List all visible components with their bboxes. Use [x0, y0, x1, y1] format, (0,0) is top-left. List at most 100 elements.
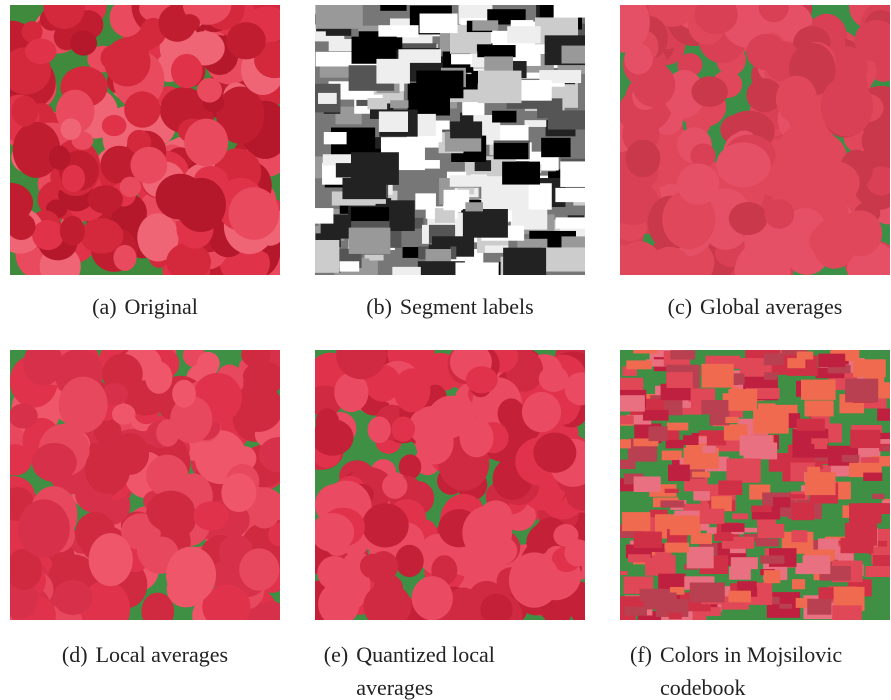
image-patch: [62, 165, 85, 192]
image-patch: [176, 178, 226, 232]
image-patch: [239, 548, 279, 590]
image-patch: [773, 497, 790, 507]
image-patch: [668, 465, 690, 481]
image-patch: [764, 570, 781, 583]
image-patch: [687, 547, 714, 569]
image-patch: [716, 142, 770, 187]
image-patch: [88, 185, 123, 213]
image-patch: [751, 506, 771, 513]
image-patch: [683, 435, 699, 445]
caption-label: (f): [630, 638, 652, 700]
image-patch: [624, 607, 647, 616]
image-patch: [451, 54, 472, 64]
image-patch: [634, 532, 662, 548]
image-patch: [130, 147, 167, 184]
image-patch: [666, 372, 692, 388]
image-patch: [450, 121, 482, 138]
image-patch: [539, 366, 569, 392]
image-patch: [340, 261, 360, 271]
image-patch: [509, 552, 560, 607]
image-patch: [700, 509, 725, 524]
image-patch: [667, 423, 688, 431]
subfigure-caption: (c)Global averages: [610, 290, 891, 323]
image-patch: [861, 457, 880, 463]
image-patch: [790, 494, 805, 499]
image-patch: [555, 188, 585, 202]
image-patch: [753, 409, 789, 434]
subfigure-caption: (d)Local averages: [0, 638, 290, 671]
image-patch: [120, 177, 141, 197]
image-patch: [100, 45, 130, 72]
image-patch: [644, 593, 676, 610]
image-patch: [392, 267, 421, 275]
image-patch: [455, 262, 498, 275]
image-patch: [842, 455, 860, 462]
image-patch: [184, 119, 228, 167]
image-patch: [721, 523, 744, 532]
image-patch: [548, 110, 585, 129]
image-patch: [740, 435, 773, 455]
image-patch: [316, 52, 355, 67]
image-patch: [791, 530, 807, 542]
image-patch: [801, 380, 836, 400]
image-patch: [832, 605, 862, 620]
caption-text: Local averages: [96, 638, 229, 671]
image-patch: [10, 404, 38, 429]
image-patch: [378, 25, 418, 37]
image-patch: [533, 433, 576, 473]
image-patch: [484, 56, 513, 72]
image-patch: [110, 433, 149, 475]
image-patch: [725, 417, 738, 423]
image-patch: [805, 472, 836, 495]
image-patch: [665, 489, 679, 493]
image-patch: [669, 613, 682, 620]
image-patch: [146, 455, 188, 497]
subfigure-image: [315, 350, 585, 620]
image-patch: [666, 440, 684, 448]
image-patch: [853, 359, 886, 377]
image-patch: [818, 354, 845, 367]
image-patch: [807, 161, 860, 204]
image-patch: [342, 178, 386, 199]
image-patch: [555, 217, 585, 228]
image-patch: [368, 551, 398, 581]
image-patch: [250, 499, 279, 529]
image-patch: [662, 451, 682, 461]
image-patch: [478, 71, 522, 104]
image-patch: [477, 45, 515, 57]
image-patch: [80, 218, 123, 253]
image-patch: [197, 352, 220, 375]
image-patch: [665, 543, 689, 553]
image-patch: [845, 523, 877, 546]
caption-text: Quantized local averages: [356, 638, 576, 700]
image-patch: [462, 101, 484, 115]
image-patch: [670, 516, 701, 536]
image-patch: [562, 46, 585, 64]
image-patch: [156, 506, 195, 538]
image-patch: [18, 499, 70, 557]
subfigure-image: [315, 5, 585, 275]
image-patch: [807, 599, 831, 615]
image-patch: [883, 446, 890, 451]
image-patch: [60, 216, 85, 246]
image-patch: [423, 160, 440, 169]
image-patch: [450, 175, 486, 186]
image-patch: [368, 416, 391, 443]
image-patch: [634, 477, 661, 493]
image-patch: [677, 163, 719, 204]
image-patch: [416, 71, 463, 99]
image-patch: [448, 587, 479, 618]
subfigure-caption: (b)Segment labels: [305, 290, 595, 323]
image-patch: [32, 220, 64, 250]
image-patch: [626, 360, 652, 369]
image-patch: [412, 576, 453, 620]
image-patch: [124, 91, 160, 127]
image-patch: [416, 421, 454, 464]
image-patch: [693, 491, 710, 501]
image-patch: [728, 389, 757, 411]
image-patch: [89, 533, 133, 586]
image-patch: [758, 524, 785, 538]
image-patch: [221, 473, 256, 512]
image-patch: [624, 43, 653, 74]
image-patch: [718, 480, 742, 494]
